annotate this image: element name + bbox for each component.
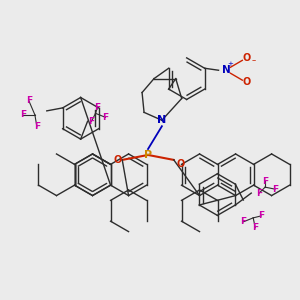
Text: F: F xyxy=(34,122,40,131)
Text: N: N xyxy=(222,65,231,75)
Text: –: – xyxy=(252,56,256,65)
Text: F: F xyxy=(26,97,32,106)
Text: F: F xyxy=(272,184,278,194)
Text: F: F xyxy=(252,223,258,232)
Text: F: F xyxy=(262,177,268,186)
Text: O: O xyxy=(177,159,185,169)
Text: O: O xyxy=(242,53,250,63)
Text: O: O xyxy=(242,77,250,87)
Text: N: N xyxy=(157,115,167,125)
Text: P: P xyxy=(144,150,152,160)
Text: F: F xyxy=(20,110,26,119)
Text: F: F xyxy=(102,113,109,122)
Text: F: F xyxy=(258,212,264,220)
Text: F: F xyxy=(256,189,262,198)
Text: O: O xyxy=(113,155,122,165)
Text: F: F xyxy=(94,103,100,112)
Text: +: + xyxy=(227,61,233,67)
Text: F: F xyxy=(88,117,94,126)
Text: F: F xyxy=(240,217,246,226)
